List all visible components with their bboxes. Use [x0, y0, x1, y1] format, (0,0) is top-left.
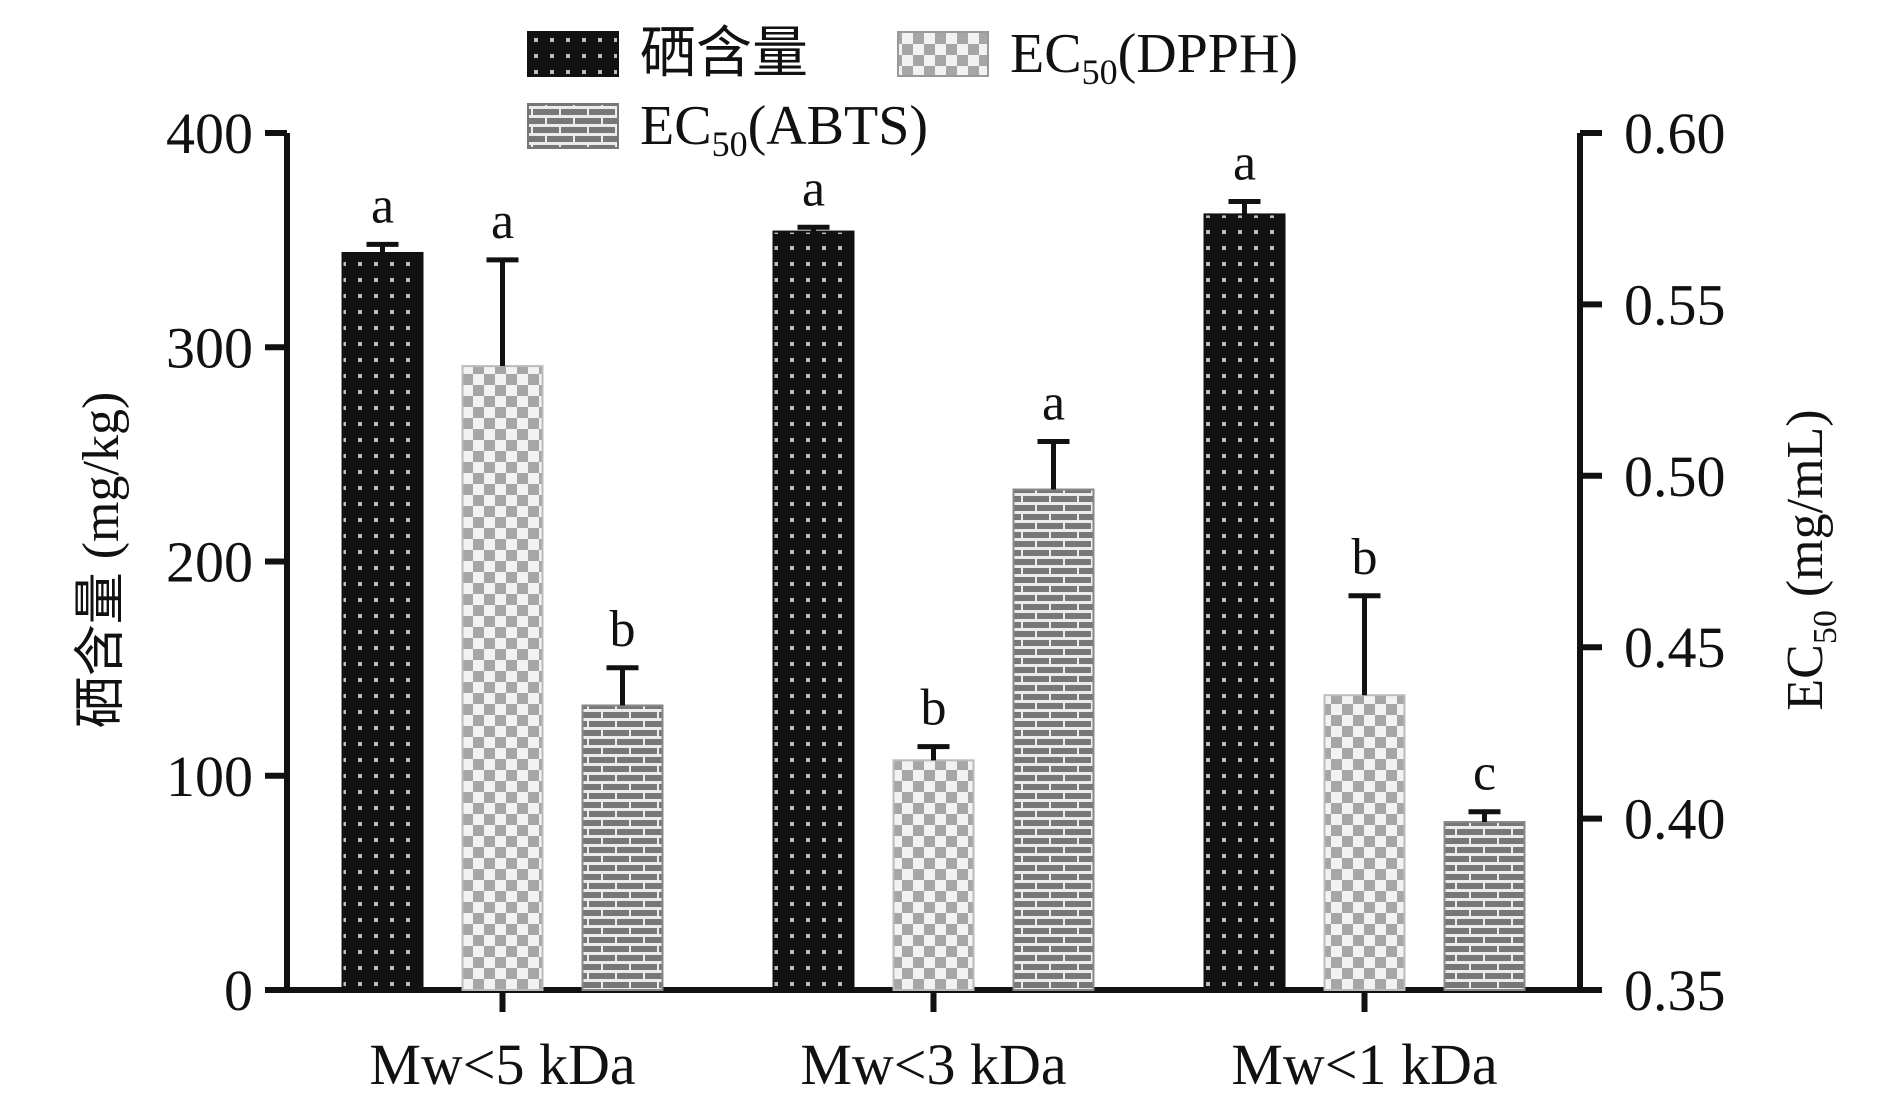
right-tick-label-4: 0.55 — [1624, 272, 1726, 337]
legend-label-se: 硒含量 — [640, 23, 808, 85]
significance-label-0-2: a — [1233, 135, 1256, 192]
bar-0-1 — [772, 230, 855, 991]
left-axis-title: 硒含量 (mg/kg) — [73, 392, 130, 729]
right-tick-label-5: 0.60 — [1624, 101, 1726, 166]
significance-label-2-0: b — [610, 601, 636, 658]
left-tick-label-3: 300 — [166, 315, 253, 380]
bar-1-1 — [892, 759, 975, 991]
significance-label-0-0: a — [371, 177, 394, 234]
right-tick-label-3: 0.50 — [1624, 444, 1726, 509]
bar-1-2 — [1323, 694, 1406, 992]
right-tick-label-0: 0.35 — [1624, 958, 1726, 1023]
legend-swatch-abts — [527, 103, 619, 149]
left-tick-label-1: 100 — [166, 744, 253, 809]
significance-label-1-0: a — [491, 193, 514, 250]
category-label-1: Mw<3 kDa — [800, 1032, 1066, 1097]
category-label-2: Mw<1 kDa — [1231, 1032, 1497, 1097]
right-tick-label-1: 0.40 — [1624, 787, 1726, 852]
significance-label-1-1: b — [921, 680, 947, 737]
legend-label-dpph: EC50(DPPH) — [1010, 23, 1298, 92]
legend-label-abts: EC50(ABTS) — [640, 95, 928, 164]
right-tick-label-2: 0.45 — [1624, 615, 1726, 680]
category-label-0: Mw<5 kDa — [369, 1032, 635, 1097]
legend-swatch-dpph — [897, 31, 989, 77]
significance-label-0-1: a — [802, 160, 825, 217]
significance-label-1-2: b — [1352, 529, 1378, 586]
bar-2-2 — [1443, 821, 1526, 992]
left-tick-label-2: 200 — [166, 530, 253, 595]
legend-swatch-se — [527, 31, 619, 77]
bar-2-1 — [1012, 488, 1095, 991]
right-axis-title: EC50 (mg/mL) — [1777, 409, 1844, 710]
bar-1-0 — [461, 365, 544, 991]
bar-0-0 — [341, 251, 424, 992]
bar-2-0 — [581, 704, 664, 991]
significance-label-2-1: a — [1042, 375, 1065, 432]
bar-0-2 — [1203, 213, 1286, 992]
labels: 0 100 200 300 400 0.35 0.40 0.45 0.50 0.55 0.60 Mw<… — [166, 101, 1726, 1097]
legend: 硒含量 EC50(DPPH) EC50(ABTS) — [527, 23, 1298, 164]
left-tick-label-0: 0 — [224, 958, 253, 1023]
left-tick-label-4: 400 — [166, 101, 253, 166]
significance-label-2-2: c — [1473, 745, 1496, 802]
bars — [341, 199, 1526, 992]
